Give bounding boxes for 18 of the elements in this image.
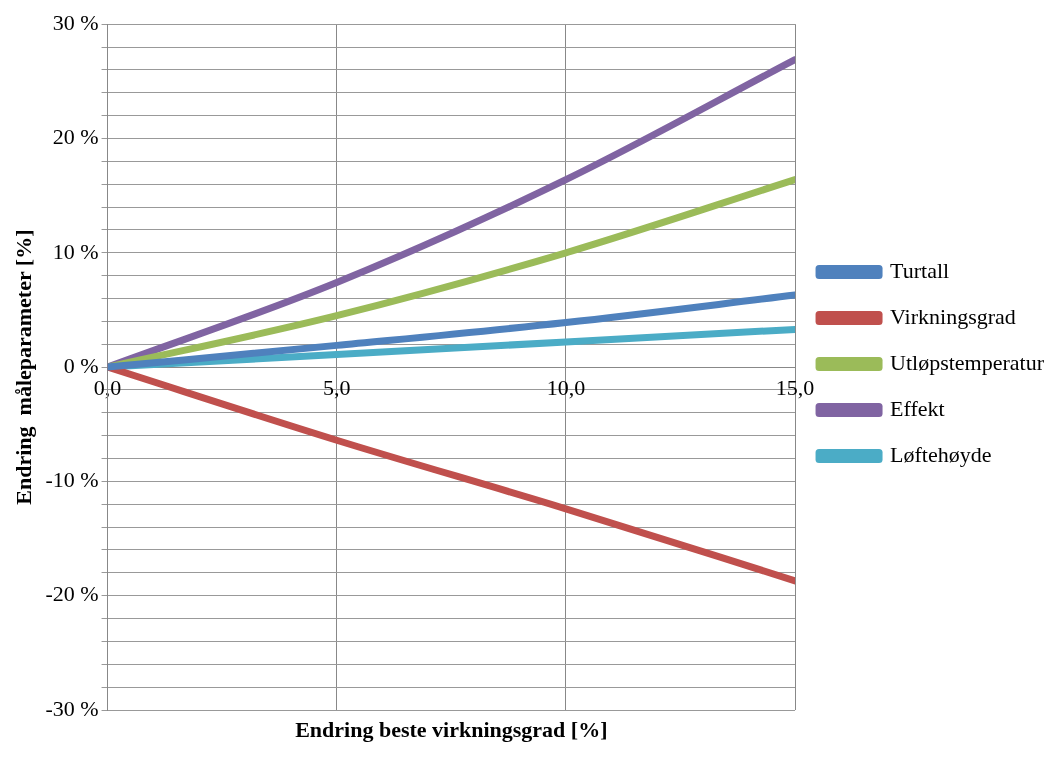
y-tick-label: -10 %: [45, 467, 99, 493]
legend-label: Turtall: [890, 257, 950, 283]
y-tick-label: 10 %: [52, 238, 99, 264]
y-axis-title: Endring måleparameter [%]: [10, 229, 36, 505]
x-tick-label: 5,0: [322, 375, 351, 401]
x-tick-label: 10,0: [546, 375, 586, 401]
x-tick-label: 0,0: [93, 375, 122, 401]
legend-label: Virkningsgrad: [890, 303, 1016, 329]
x-axis-title: Endring beste virkningsgrad [%]: [295, 716, 608, 742]
legend-label: Løftehøyde: [890, 441, 992, 467]
legend-label: Utløpstemperatur: [890, 349, 1045, 375]
y-tick-label: 20 %: [52, 124, 99, 150]
y-tick-label: 30 %: [52, 9, 99, 35]
x-tick-label: 15,0: [775, 375, 815, 401]
y-tick-label: 0 %: [63, 352, 99, 378]
legend-label: Effekt: [890, 395, 945, 421]
y-tick-label: -20 %: [45, 581, 99, 607]
y-tick-label: -30 %: [45, 695, 99, 721]
